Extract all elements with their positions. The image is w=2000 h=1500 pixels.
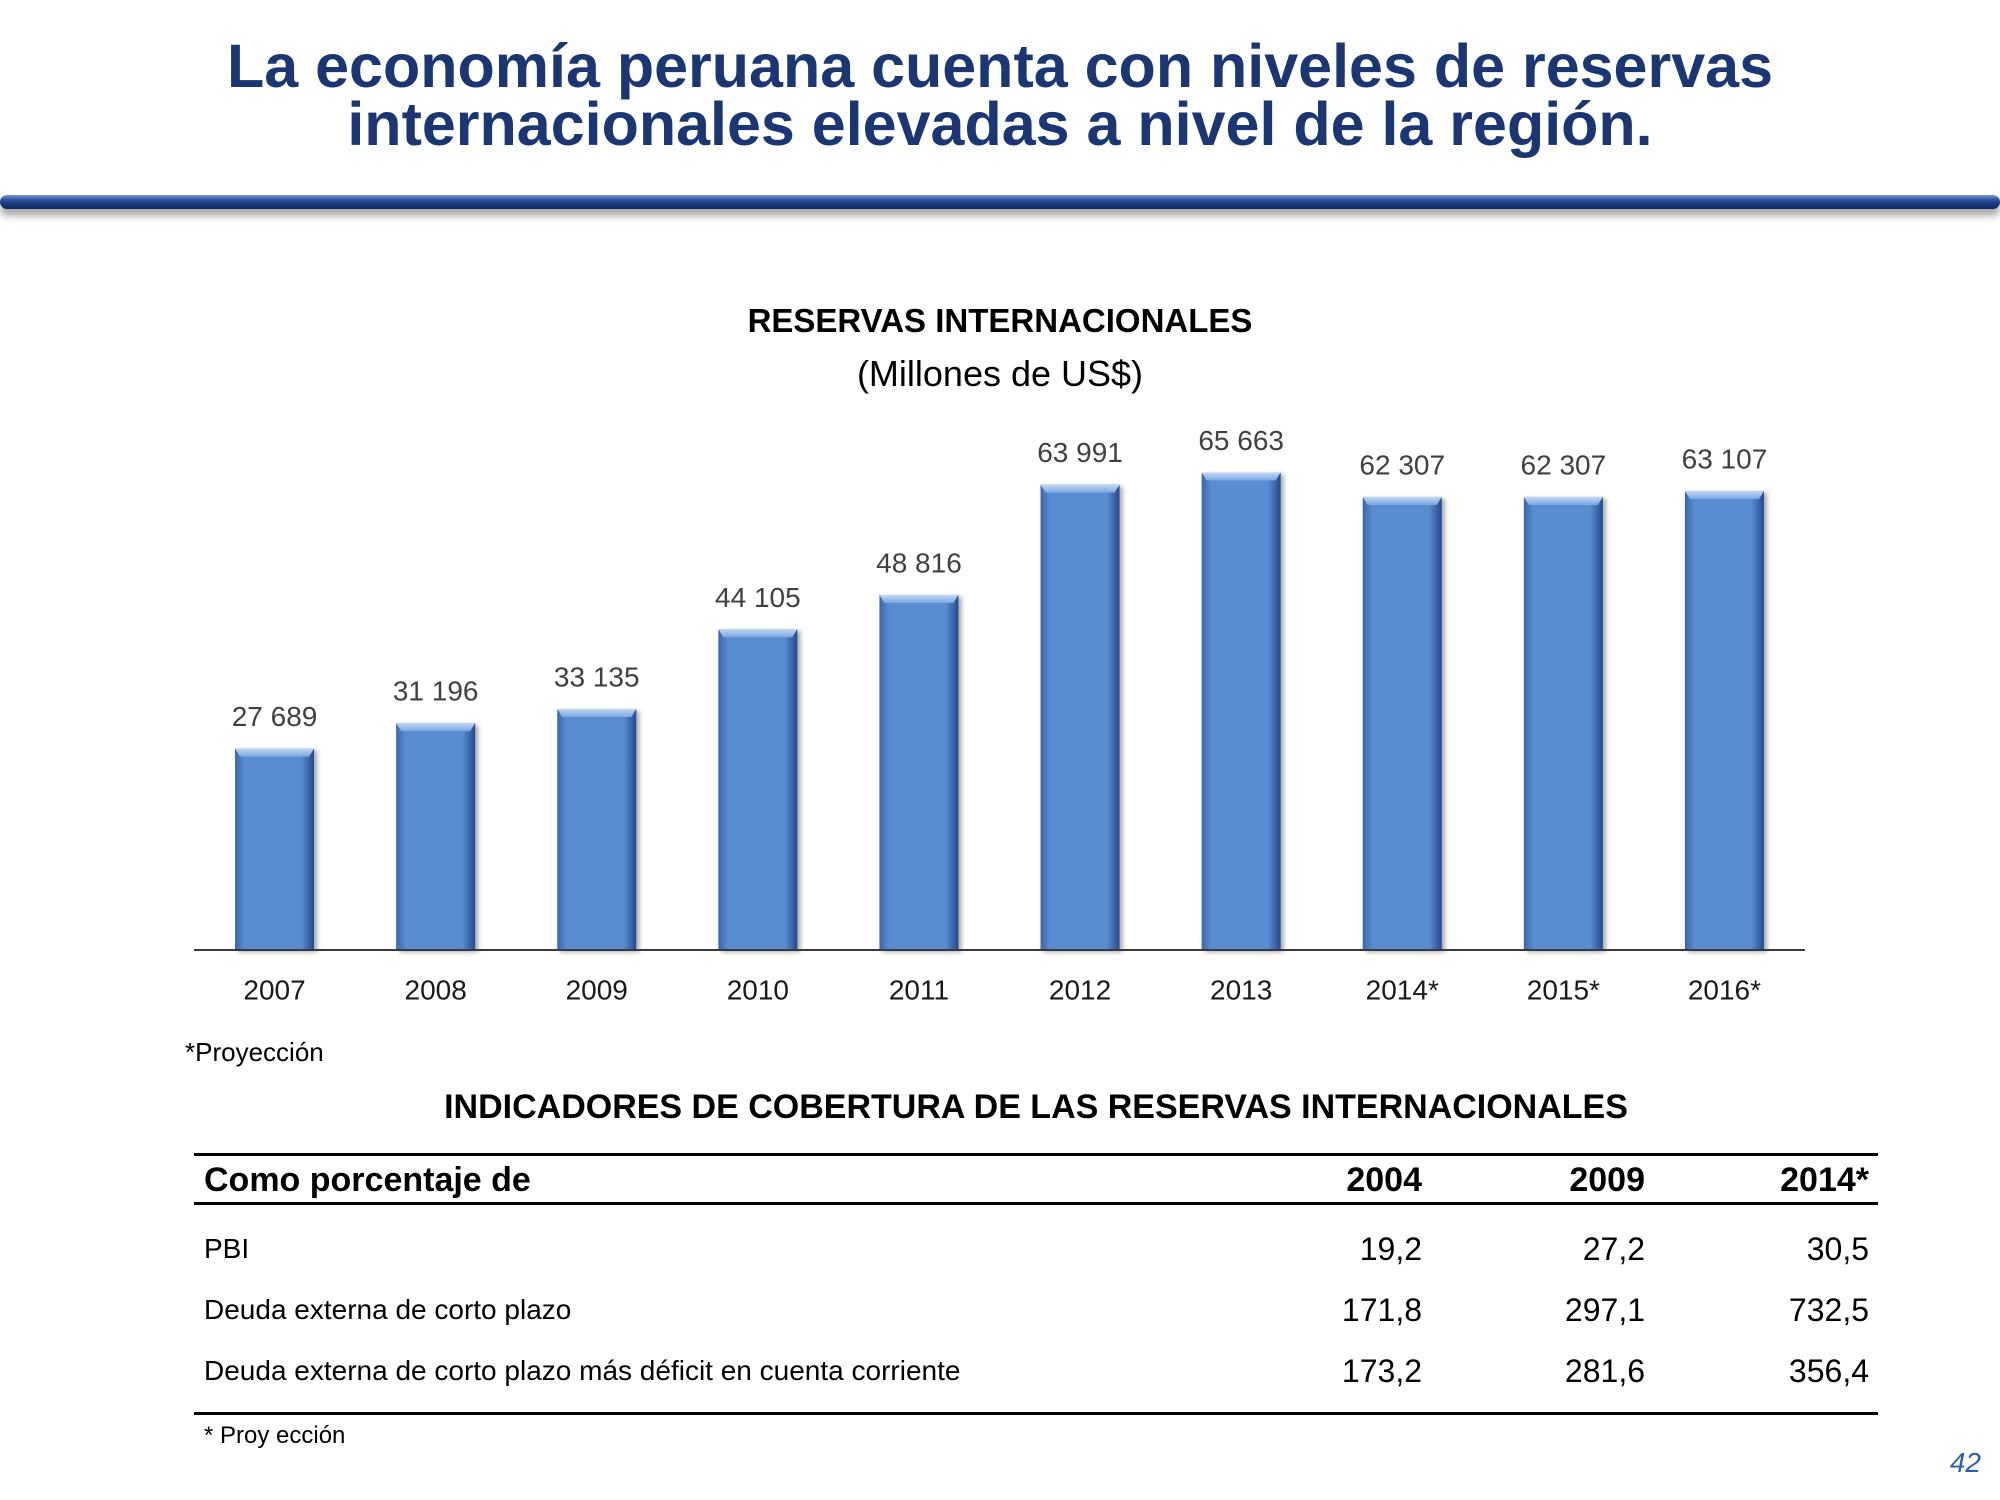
category-label-2008: 2008 [405, 975, 467, 1006]
value-label-2008: 31 196 [393, 676, 479, 707]
table-footnote: * Proy ección [204, 1422, 346, 1449]
bars-layer [235, 472, 1764, 950]
bar-2010 [718, 629, 798, 950]
value-label-2007: 27 689 [232, 701, 318, 732]
bar-body-2016-projected [1684, 491, 1764, 950]
table-header-2009: 2009 [1569, 1161, 1645, 1199]
table-cell: 30,5 [1806, 1231, 1869, 1267]
bar-top-bevel-2008 [396, 723, 476, 732]
bar-body-2007 [235, 748, 315, 950]
bar-top-bevel-2013 [1201, 472, 1281, 481]
slide-title-line-1: La economía peruana cuenta con niveles d… [227, 32, 1773, 100]
table-row: Deuda externa de corto plazo más déficit… [194, 1351, 1878, 1391]
bar-body-2014-projected [1362, 496, 1442, 950]
table-title: INDICADORES DE COBERTURA DE LAS RESERVAS… [444, 1088, 1628, 1126]
table-row-label: PBI [204, 1233, 250, 1264]
table-cell: 356,4 [1788, 1353, 1869, 1389]
table-cell: 173,2 [1341, 1353, 1422, 1389]
table-header-2014: 2014* [1780, 1161, 1869, 1199]
page-number: 42 [1949, 1447, 1981, 1478]
chart-projection-note: *Proyección [185, 1037, 324, 1067]
value-label-2012: 63 991 [1037, 437, 1123, 468]
bar-top-bevel-2016-projected [1684, 491, 1764, 500]
bar-chart: 27 689 2007 31 196 2008 33 135 2009 44 105 2010… [194, 425, 1805, 1006]
category-label-2007: 2007 [243, 975, 305, 1006]
bar-2016-projected [1684, 491, 1764, 950]
value-label-2016-projected: 63 107 [1682, 444, 1768, 475]
bar-body-2008 [396, 723, 476, 950]
category-label-2010: 2010 [727, 975, 789, 1006]
slide-title: La economía peruana cuenta con niveles d… [0, 32, 2000, 158]
category-label-2016-projected: 2016* [1688, 975, 1761, 1006]
table-top-rule [194, 1153, 1878, 1156]
value-label-2014-projected: 62 307 [1359, 449, 1445, 480]
category-label-2014-projected: 2014* [1366, 975, 1439, 1006]
value-label-2010: 44 105 [715, 582, 801, 613]
bar-top-bevel-2014-projected [1362, 496, 1442, 505]
table-cell: 297,1 [1564, 1292, 1645, 1328]
bar-2008 [396, 723, 476, 950]
table-cell: 281,6 [1564, 1353, 1645, 1389]
bar-2011 [879, 595, 959, 950]
bar-top-bevel-2012 [1040, 484, 1120, 493]
title-divider-rule [0, 195, 2000, 209]
bar-2015-projected [1523, 496, 1603, 950]
bar-2007 [235, 748, 315, 950]
table-cell: 19,2 [1359, 1231, 1422, 1267]
category-label-2012: 2012 [1049, 975, 1111, 1006]
value-label-2013: 65 663 [1198, 425, 1284, 456]
bar-2013 [1201, 472, 1281, 950]
bar-top-bevel-2015-projected [1523, 496, 1603, 505]
table-row: Deuda externa de corto plazo 171,8 297,1… [194, 1290, 1878, 1330]
bar-top-bevel-2011 [879, 595, 959, 604]
table-header-row: Como porcentaje de 2004 2009 2014* [194, 1160, 1878, 1200]
table-bottom-rule [194, 1412, 1878, 1415]
bar-top-bevel-2007 [235, 748, 315, 757]
bar-body-2012 [1040, 484, 1120, 950]
value-label-2015-projected: 62 307 [1521, 449, 1607, 480]
bar-body-2010 [718, 629, 798, 950]
table-cell: 171,8 [1341, 1292, 1422, 1328]
table-header-2004: 2004 [1346, 1161, 1422, 1199]
bar-body-2009 [557, 709, 637, 950]
bar-body-2011 [879, 595, 959, 950]
labels-layer: 27 689 2007 31 196 2008 33 135 2009 44 105 2010… [232, 425, 1768, 1005]
bar-body-2015-projected [1523, 496, 1603, 950]
category-label-2009: 2009 [566, 975, 628, 1006]
bar-top-bevel-2010 [718, 629, 798, 638]
table-row-label: Deuda externa de corto plazo más déficit… [204, 1355, 961, 1386]
table-cell: 27,2 [1582, 1231, 1645, 1267]
bar-2012 [1040, 484, 1120, 950]
bar-top-bevel-2009 [557, 709, 637, 718]
bar-2009 [557, 709, 637, 950]
bar-2014-projected [1362, 496, 1442, 950]
slide-title-line-2: internacionales elevadas a nivel de la r… [347, 90, 1653, 158]
chart-title: RESERVAS INTERNACIONALES [747, 302, 1253, 339]
table-row: PBI 19,2 27,2 30,5 [194, 1229, 1878, 1269]
category-label-2015-projected: 2015* [1527, 975, 1600, 1006]
chart-subtitle: (Millones de US$) [856, 353, 1144, 394]
category-label-2013: 2013 [1210, 975, 1272, 1006]
table-header-rule [194, 1202, 1878, 1205]
value-label-2011: 48 816 [876, 548, 962, 579]
table-row-label: Deuda externa de corto plazo [204, 1294, 572, 1325]
table-cell: 732,5 [1788, 1292, 1869, 1328]
table-header-label: Como porcentaje de [204, 1161, 531, 1199]
value-label-2009: 33 135 [554, 662, 640, 693]
bar-body-2013 [1201, 472, 1281, 950]
category-label-2011: 2011 [889, 975, 949, 1006]
